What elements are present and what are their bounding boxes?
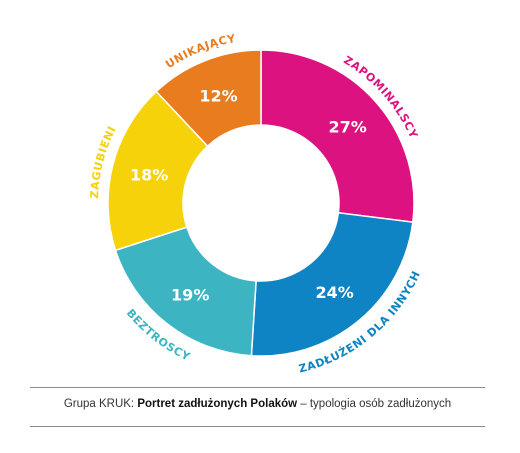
top-rule xyxy=(30,387,485,388)
value-label-zapominalscy: 27% xyxy=(328,118,366,137)
slice-zapominalscy xyxy=(260,49,415,224)
value-label-unikaja-cy: 12% xyxy=(199,87,237,106)
bottom-rule xyxy=(30,426,485,427)
value-label-zagubieni: 18% xyxy=(130,165,168,184)
value-label-zadluz-eni-dla-innych: 24% xyxy=(315,283,353,302)
slice-zadluz-eni-dla-innych xyxy=(250,211,414,357)
caption-title: Portret zadłużonych Polaków xyxy=(137,398,298,410)
slice-beztroscy xyxy=(114,226,257,357)
value-label-beztroscy: 19% xyxy=(171,285,209,304)
figure-caption: Grupa KRUK: Portret zadłużonych Polaków … xyxy=(30,398,485,410)
slice-unikaja-cy xyxy=(155,49,262,148)
caption-prefix: Grupa KRUK: xyxy=(63,398,138,410)
caption-suffix: – typologia osób zadłużonych xyxy=(297,398,452,410)
slice-zagubieni xyxy=(107,90,209,252)
